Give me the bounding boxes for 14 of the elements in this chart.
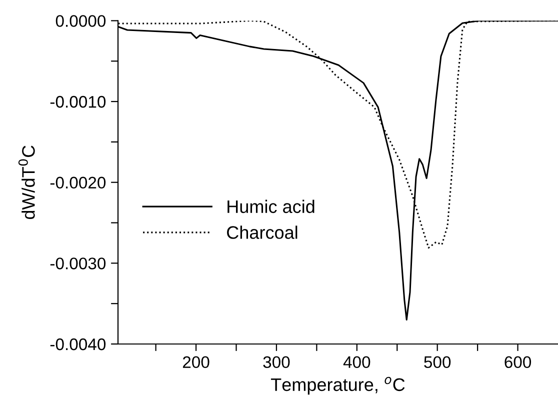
y-tick-label: -0.0030	[50, 258, 106, 270]
y-axis-title: dW/dT$^{0}$C	[18, 146, 35, 220]
legend-label: Humic acid	[228, 200, 314, 214]
x-tick-label: 600	[504, 356, 532, 368]
y-tick-label: -0.0010	[50, 96, 106, 108]
x-tick-label: 300	[263, 356, 290, 368]
x-tick-label: 500	[424, 356, 451, 368]
legend-label: Charcoal	[227, 226, 298, 239]
y-tick-label: 0.0000	[56, 15, 106, 27]
y-tick-label: -0.0040	[50, 338, 106, 350]
x-axis-title: Temperature, $^{o}$C	[270, 376, 405, 395]
x-tick-label: 400	[343, 356, 370, 368]
x-tick-label: 200	[182, 356, 210, 368]
y-tick-label: -0.0020	[50, 176, 106, 189]
